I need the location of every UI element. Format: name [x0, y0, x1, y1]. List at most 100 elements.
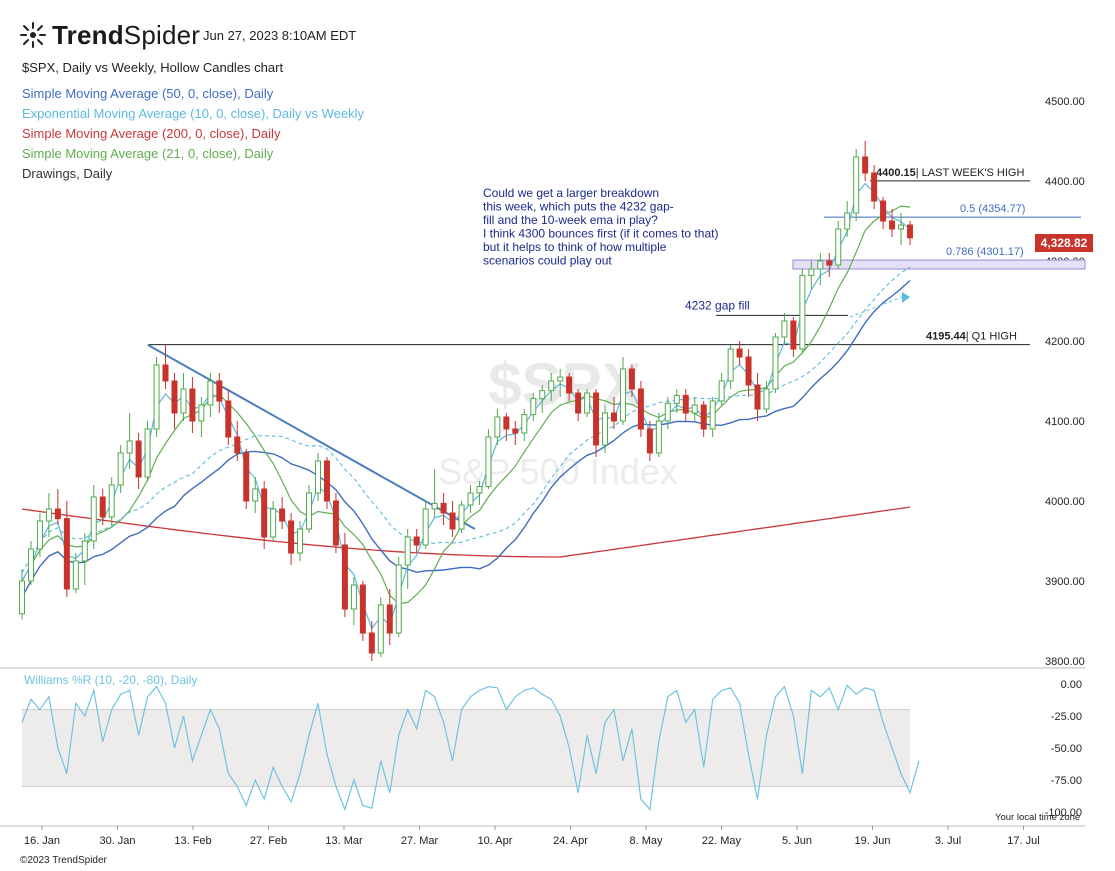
- candle-24: [234, 421, 241, 461]
- candle-body-61: [566, 376, 573, 394]
- candle-body-93: [853, 156, 860, 214]
- candle-body-51: [476, 486, 483, 494]
- candle-body-71: [655, 420, 662, 454]
- candle-18: [180, 373, 187, 421]
- candle-body-40: [377, 604, 384, 654]
- candle-body-76: [700, 404, 707, 430]
- y-tick-label-1: 4400.00: [1045, 176, 1085, 188]
- commentary-line-3: I think 4300 bounces first (if it comes …: [483, 227, 718, 241]
- candle-35: [332, 493, 339, 553]
- commentary-line-5: scenarios could play out: [483, 254, 612, 268]
- candle-body-95: [871, 172, 878, 202]
- candle-27: [261, 481, 268, 549]
- candle-25: [243, 449, 250, 509]
- candle-67: [619, 357, 626, 425]
- local-time-zone-label: Your local time zone: [995, 812, 1081, 823]
- candle-90: [826, 253, 833, 277]
- candle-body-60: [557, 376, 564, 382]
- candle-body-43: [404, 536, 411, 566]
- candle-body-23: [225, 400, 232, 438]
- candle-body-84: [772, 336, 779, 390]
- williams-tick-3: -75.00: [1051, 775, 1082, 787]
- projection-arrow-line: [849, 296, 903, 318]
- candle-22: [216, 373, 223, 413]
- candle-96: [880, 197, 887, 229]
- x-tick-label-7: 24. Apr: [553, 835, 588, 847]
- candle-0: [19, 569, 25, 620]
- candle-body-46: [431, 502, 438, 510]
- candle-84: [772, 333, 779, 393]
- candle-body-47: [440, 502, 447, 514]
- candle-body-56: [521, 414, 528, 434]
- williams-tick-4: -100.00: [1045, 807, 1082, 819]
- candle-92: [844, 201, 851, 237]
- x-tick-label-1: 30. Jan: [99, 835, 135, 847]
- sma-50-line: [21, 279, 911, 598]
- candle-20: [198, 397, 205, 437]
- indicator-label-4[interactable]: Drawings, Daily: [22, 166, 113, 181]
- y-tick-label-5: 4000.00: [1045, 496, 1085, 508]
- candle-body-37: [350, 584, 357, 610]
- candle-body-2: [36, 520, 43, 550]
- indicator-label-2[interactable]: Simple Moving Average (200, 0, close), D…: [22, 126, 281, 141]
- candle-40: [377, 597, 384, 657]
- candle-75: [691, 397, 698, 421]
- candle-37: [350, 577, 357, 625]
- candle-body-96: [880, 200, 887, 222]
- x-tick-label-3: 27. Feb: [250, 835, 287, 847]
- candle-31: [297, 521, 304, 561]
- candle-body-21: [207, 380, 214, 406]
- candle-36: [341, 533, 348, 617]
- candle-body-44: [413, 536, 420, 546]
- candle-45: [422, 501, 429, 549]
- candle-12: [126, 413, 133, 469]
- candle-body-48: [449, 512, 456, 530]
- candle-4: [54, 489, 61, 525]
- candle-body-66: [611, 412, 617, 422]
- indicator-label-1[interactable]: Exponential Moving Average (10, 0, close…: [22, 106, 365, 121]
- candle-body-12: [126, 440, 133, 454]
- candle-41: [386, 589, 393, 645]
- candle-body-65: [602, 412, 609, 446]
- x-tick-label-12: 3. Jul: [935, 835, 961, 847]
- candle-50: [467, 485, 474, 513]
- candle-81: [745, 349, 752, 397]
- candle-23: [225, 389, 232, 445]
- candle-91: [835, 221, 842, 269]
- candle-1: [27, 541, 34, 585]
- candle-body-92: [844, 212, 851, 230]
- candle-21: [207, 373, 214, 417]
- gap-fill-label: 4232 gap fill: [685, 298, 750, 312]
- candle-body-54: [503, 416, 510, 430]
- candle-52: [485, 429, 492, 489]
- y-tick-label-3: 4200.00: [1045, 336, 1085, 348]
- candle-body-64: [593, 392, 600, 446]
- candle-69: [637, 381, 644, 437]
- candle-8: [90, 485, 97, 549]
- candle-15: [153, 357, 160, 437]
- candle-32: [306, 485, 313, 533]
- candle-body-94: [862, 156, 869, 174]
- candle-48: [449, 501, 456, 537]
- candle-44: [413, 529, 420, 553]
- candle-58: [539, 385, 546, 413]
- candle-46: [431, 469, 438, 517]
- candle-73: [673, 389, 680, 413]
- timestamp: Jun 27, 2023 8:10AM EDT: [203, 28, 357, 43]
- candle-body-26: [252, 488, 259, 502]
- commentary-line-4: but it helps to think of how multiple: [483, 240, 667, 254]
- candle-63: [584, 389, 591, 417]
- candle-88: [808, 261, 815, 289]
- candle-49: [458, 501, 465, 533]
- candle-13: [135, 433, 142, 489]
- chart-title: $SPX, Daily vs Weekly, Hollow Candles ch…: [22, 60, 284, 75]
- candle-39: [368, 621, 375, 661]
- candle-30: [288, 513, 295, 565]
- indicator-label-0[interactable]: Simple Moving Average (50, 0, close), Da…: [22, 86, 274, 101]
- indicator-label-3[interactable]: Simple Moving Average (21, 0, close), Da…: [22, 146, 274, 161]
- candle-95: [871, 165, 878, 209]
- candle-14: [144, 421, 151, 481]
- x-tick-label-4: 13. Mar: [325, 835, 363, 847]
